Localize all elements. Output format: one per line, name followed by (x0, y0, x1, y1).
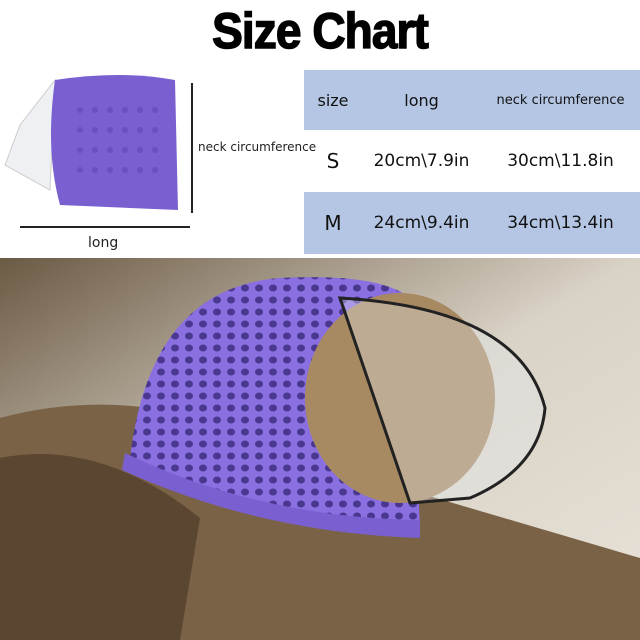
long-dimension-line (20, 226, 190, 228)
table-row: M 24cm\9.4in 34cm\13.4in (304, 192, 640, 254)
cat-wearing-hood-photo (0, 258, 640, 640)
cell-size: M (304, 192, 362, 254)
header-size: size (304, 70, 362, 130)
hat-diagram-image (4, 75, 178, 210)
size-table: size long neck circumference S 20cm\7.9i… (304, 70, 640, 254)
header-long: long (362, 70, 482, 130)
long-label: long (88, 235, 119, 251)
neck-dimension-line (191, 83, 193, 213)
cell-long: 20cm\7.9in (373, 151, 470, 171)
cell-long: 24cm\9.4in (362, 192, 482, 254)
page-title: Size Chart (211, 2, 429, 60)
table-header-row: size long neck circumference (304, 70, 640, 130)
cell-neck: 30cm\11.8in (507, 151, 614, 171)
cell-size: S (326, 149, 340, 173)
header-neck: neck circumference (481, 70, 640, 130)
table-row: S 20cm\7.9in 30cm\11.8in (304, 130, 640, 192)
neck-circumference-label: neck circumference (198, 140, 317, 154)
cell-neck: 34cm\13.4in (481, 192, 640, 254)
